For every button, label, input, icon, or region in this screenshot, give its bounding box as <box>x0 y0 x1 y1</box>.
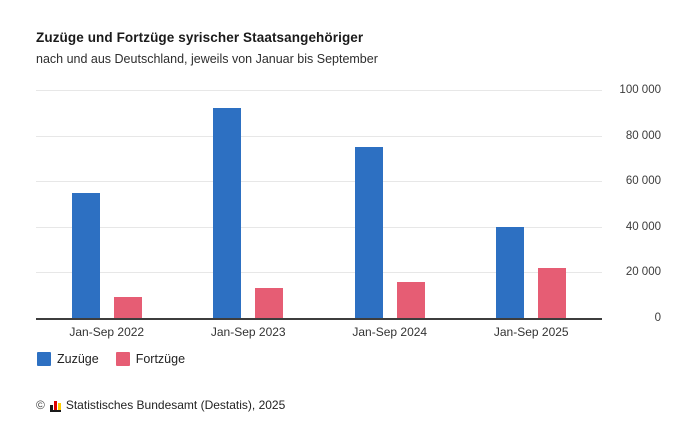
copyright-symbol: © <box>36 398 45 412</box>
bar-zuzuge-jan-sep-2023[interactable] <box>213 108 242 318</box>
y-tick-label-0: 0 <box>654 312 661 324</box>
bar-zuzuge-jan-sep-2022[interactable] <box>71 192 100 318</box>
bar-zuzuge-jan-sep-2025[interactable] <box>496 226 525 318</box>
legend-label-zuzuge: Zuzüge <box>57 352 99 366</box>
x-axis-labels: Jan-Sep 2022 Jan-Sep 2023 Jan-Sep 2024 Jan-… <box>36 325 602 339</box>
source-attribution: © Statistisches Bundesamt (Destatis), 20… <box>36 398 285 412</box>
y-tick-label-20000: 20 000 <box>625 266 661 279</box>
destatis-logo-bar-1 <box>49 405 53 410</box>
chart-title: Zuzüge und Fortzüge syrischer Staatsange… <box>36 30 364 45</box>
bar-group-jan-sep-2022 <box>36 90 178 318</box>
gridline-60000 <box>36 181 602 183</box>
bar-fortzuge-jan-sep-2025[interactable] <box>538 267 567 318</box>
y-tick-label-80000: 80 000 <box>625 129 661 142</box>
bar-group-jan-sep-2024 <box>319 90 461 318</box>
legend-item-zuzuge[interactable]: Zuzüge <box>37 352 99 366</box>
y-tick-label-60000: 60 000 <box>625 175 661 188</box>
y-tick-label-40000: 40 000 <box>625 220 661 233</box>
source-text: Statistisches Bundesamt (Destatis), 2025 <box>65 398 286 412</box>
bar-fortzuge-jan-sep-2023[interactable] <box>255 288 284 318</box>
gridline-100000 <box>36 90 602 91</box>
legend-swatch-zuzuge <box>37 352 51 366</box>
destatis-logo-bar-3 <box>57 403 61 410</box>
bar-group-jan-sep-2025 <box>461 90 603 318</box>
x-tick-label-jan-sep-2025: Jan-Sep 2025 <box>493 325 569 339</box>
destatis-logo-icon <box>49 398 61 412</box>
legend-item-fortzuge[interactable]: Fortzüge <box>115 352 186 366</box>
bar-zuzuge-jan-sep-2024[interactable] <box>354 147 383 318</box>
bar-fortzuge-jan-sep-2024[interactable] <box>396 281 425 318</box>
y-tick-label-100000: 100 000 <box>619 84 661 96</box>
gridline-80000 <box>36 135 602 137</box>
destatis-logo-bar-2 <box>53 401 57 410</box>
plot-area <box>36 90 602 320</box>
legend-swatch-fortzuge <box>115 352 130 366</box>
gridline-40000 <box>36 226 602 228</box>
x-tick-label-jan-sep-2024: Jan-Sep 2024 <box>352 325 428 339</box>
bar-fortzuge-jan-sep-2022[interactable] <box>113 297 142 318</box>
bar-group-jan-sep-2023 <box>178 90 320 318</box>
x-tick-label-jan-sep-2023: Jan-Sep 2023 <box>210 325 286 339</box>
bar-series-container <box>36 90 602 318</box>
legend: Zuzüge Fortzüge <box>37 352 185 366</box>
x-tick-label-jan-sep-2022: Jan-Sep 2022 <box>69 325 145 339</box>
chart-subtitle: nach und aus Deutschland, jeweils von Ja… <box>36 52 378 66</box>
gridline-20000 <box>36 272 602 274</box>
legend-label-fortzuge: Fortzüge <box>135 352 186 366</box>
